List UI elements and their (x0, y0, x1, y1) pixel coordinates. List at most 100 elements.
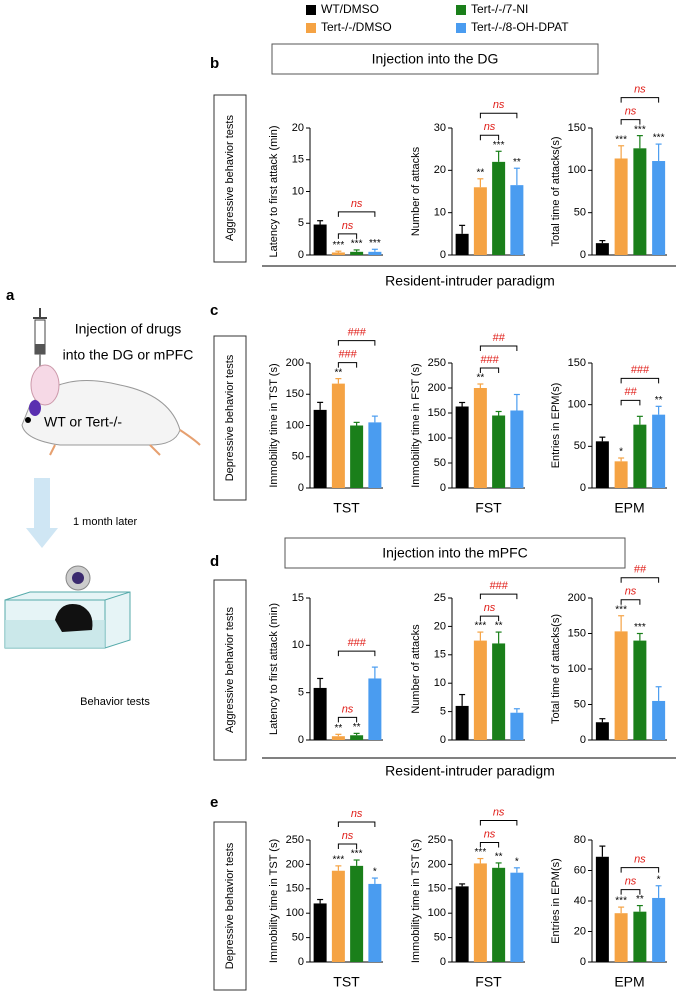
bar (492, 643, 506, 740)
bar (595, 856, 609, 962)
comparison-bracket (620, 399, 641, 406)
comparison-label: ### (338, 349, 357, 361)
panel-letter: e (210, 794, 218, 811)
row-label: Aggressive behavior tests (224, 115, 236, 241)
comparison-label: ns (351, 198, 363, 210)
comparison-label: ns (342, 703, 354, 715)
y-tick-label: 0 (298, 482, 304, 494)
significance-label: ** (353, 722, 361, 733)
panel-a-text: into the DG or mPFC (63, 347, 194, 363)
bar (368, 251, 382, 255)
comparison-label: ns (634, 84, 646, 96)
bar (350, 251, 364, 255)
comparison-label: ns (493, 806, 505, 818)
legend-label: Tert-/-/7-NI (471, 2, 528, 16)
y-tick-label: 50 (292, 451, 304, 463)
legend-swatch (306, 5, 316, 15)
significance-label: ** (513, 157, 521, 168)
comparison-label: ### (631, 364, 650, 376)
y-tick-label: 0 (440, 249, 446, 261)
y-tick-label: 100 (286, 419, 304, 431)
panel-a-text: Behavior tests (80, 696, 150, 708)
y-tick-label: 250 (428, 834, 446, 846)
comparison-bracket (479, 820, 518, 826)
bar (595, 243, 609, 255)
significance-label: *** (615, 134, 627, 145)
y-tick-label: 150 (568, 122, 586, 134)
legend-label: Tert-/-/8-OH-DPAT (471, 20, 569, 34)
significance-label: *** (333, 855, 345, 866)
y-tick-label: 15 (292, 592, 304, 604)
significance-label: * (619, 447, 623, 458)
bar (510, 410, 524, 488)
comparison-label: ns (625, 586, 637, 598)
paradigm-label: Resident-intruder paradigm (385, 763, 555, 779)
comparison-bracket (479, 134, 500, 141)
comparison-label: ns (493, 99, 505, 111)
significance-label: *** (634, 124, 646, 135)
y-axis-label: Total time of attacks(s) (550, 614, 562, 724)
y-tick-label: 50 (574, 207, 586, 219)
panel-a-text: 1 month later (73, 516, 138, 528)
bar (633, 640, 647, 740)
y-tick-label: 20 (434, 620, 446, 632)
panel-letter: b (210, 55, 219, 72)
bar (614, 158, 628, 255)
comparison-label: ns (625, 875, 637, 887)
bar (350, 735, 364, 740)
y-tick-label: 50 (574, 698, 586, 710)
y-tick-label: 100 (428, 432, 446, 444)
comparison-bracket (337, 340, 376, 346)
y-tick-label: 25 (434, 592, 446, 604)
y-tick-label: 5 (298, 217, 304, 229)
bar (492, 415, 506, 488)
bar (510, 185, 524, 255)
section-title: Injection into the mPFC (382, 545, 528, 561)
row-label: Aggressive behavior tests (224, 607, 236, 733)
significance-label: ** (476, 373, 484, 384)
y-tick-label: 100 (568, 164, 586, 176)
bar (473, 640, 487, 740)
panel-letter: c (210, 302, 218, 319)
bar (455, 886, 469, 962)
y-tick-label: 100 (286, 907, 304, 919)
panel-a-text: Injection of drugs (75, 321, 182, 337)
y-tick-label: 200 (568, 592, 586, 604)
significance-label: *** (351, 849, 363, 860)
panel-letter: d (210, 553, 219, 570)
comparison-bracket (337, 843, 358, 850)
y-tick-label: 50 (434, 457, 446, 469)
y-tick-label: 0 (580, 734, 586, 746)
bar (595, 441, 609, 488)
y-tick-label: 10 (434, 677, 446, 689)
significance-label: *** (351, 239, 363, 250)
significance-label: ** (636, 894, 644, 905)
bar (473, 187, 487, 255)
significance-label: ** (655, 395, 663, 406)
comparison-bracket (479, 615, 500, 622)
significance-label: *** (653, 133, 665, 144)
bar (614, 631, 628, 740)
comparison-label: ns (484, 121, 496, 133)
y-tick-label: 20 (292, 122, 304, 134)
bar (313, 224, 327, 255)
comparison-bracket (620, 97, 660, 103)
y-tick-label: 0 (580, 249, 586, 261)
legend-swatch (456, 5, 466, 15)
y-axis-label: Number of attacks (410, 146, 422, 236)
section-box (271, 43, 599, 75)
comparison-bracket (620, 577, 660, 583)
bar (633, 424, 647, 488)
y-tick-label: 0 (298, 956, 304, 968)
comparison-bracket (479, 842, 500, 848)
y-tick-label: 250 (286, 834, 304, 846)
y-axis-label: Immobility time in FST (s) (410, 363, 422, 487)
comparison-label: ns (625, 106, 637, 118)
bar (368, 883, 382, 962)
y-tick-label: 0 (580, 956, 586, 968)
y-tick-label: 150 (568, 357, 586, 369)
row-box (213, 94, 247, 263)
comparison-bracket (337, 650, 376, 657)
comparison-bracket (337, 716, 358, 723)
